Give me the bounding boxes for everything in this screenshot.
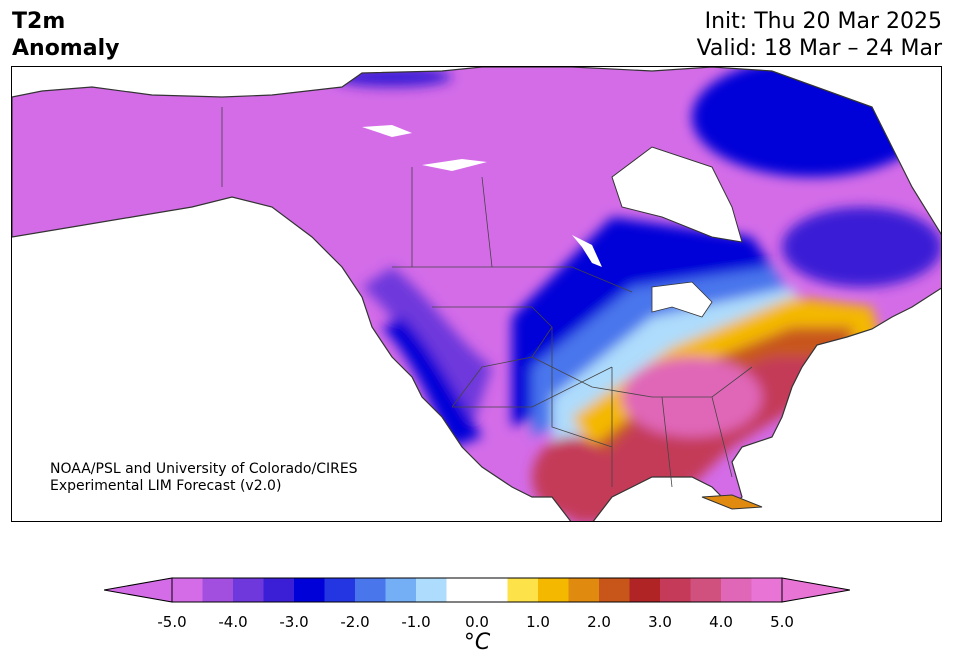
- colorbar-bin: [629, 578, 661, 602]
- colorbar-extend-min: [104, 577, 173, 603]
- colorbar-bin: [477, 578, 508, 602]
- colorbar-bin: [324, 578, 356, 602]
- map-title: T2m Anomaly: [12, 9, 120, 61]
- colorbar-bin: [538, 578, 569, 602]
- colorbar-bin: [202, 578, 234, 602]
- colorbar-tick-label: 1.0: [526, 613, 550, 631]
- great-lakes: [651, 281, 713, 318]
- anomaly-map: NOAA/PSL and University of Colorado/CIRE…: [11, 66, 942, 522]
- great-slave-lake: [422, 159, 487, 171]
- colorbar-tick-label: -3.0: [279, 613, 309, 631]
- colorbar-bin: [507, 578, 539, 602]
- colorbar-bin: [172, 578, 203, 602]
- colorbar-bin: [385, 578, 417, 602]
- colorbar-tick-label: -1.0: [401, 613, 431, 631]
- colorbar-tick-label: 0.0: [465, 613, 489, 631]
- colorbar-tick-label: -5.0: [157, 613, 187, 631]
- colorbar-bin: [355, 578, 386, 602]
- map-svg: [12, 67, 941, 521]
- credit-line-2: Experimental LIM Forecast (v2.0): [50, 478, 282, 494]
- great-bear-lake: [362, 125, 412, 137]
- colorbar-bin: [568, 578, 600, 602]
- colorbar-tick-label: 5.0: [770, 613, 794, 631]
- colorbar-tick-label: -2.0: [340, 613, 370, 631]
- colorbar: [104, 577, 850, 603]
- colorbar-bin: [660, 578, 691, 602]
- colorbar-bin: [416, 578, 447, 602]
- colorbar-tick-label: -4.0: [218, 613, 248, 631]
- valid-date: Valid: 18 Mar – 24 Mar: [696, 36, 942, 61]
- colorbar-outline: [171, 577, 783, 603]
- colorbar-tick-label: 4.0: [709, 613, 733, 631]
- credit-text: NOAA/PSL and University of Colorado/CIRE…: [50, 461, 358, 495]
- unit-label: °C: [463, 630, 491, 655]
- cuba: [701, 494, 763, 510]
- hudson-bay: [611, 146, 743, 243]
- colorbar-bin: [263, 578, 295, 602]
- colorbar-bin: [751, 578, 783, 602]
- colorbar-bin: [446, 578, 478, 602]
- colorbar-tick-label: 3.0: [648, 613, 672, 631]
- colorbar-extend-max: [781, 577, 850, 603]
- credit-line-1: NOAA/PSL and University of Colorado/CIRE…: [50, 461, 358, 477]
- colorbar-tick-label: 2.0: [587, 613, 611, 631]
- colorbar-bin: [233, 578, 264, 602]
- forecast-dates: Init: Thu 20 Mar 2025 Valid: 18 Mar – 24…: [697, 8, 942, 62]
- colorbar-bin: [294, 578, 325, 602]
- colorbar-bin: [690, 578, 722, 602]
- lake-winnipeg: [572, 235, 602, 267]
- borders: [221, 107, 753, 488]
- init-date: Init: Thu 20 Mar 2025: [704, 9, 942, 34]
- colorbar-bin: [721, 578, 752, 602]
- colorbar-bin: [599, 578, 630, 602]
